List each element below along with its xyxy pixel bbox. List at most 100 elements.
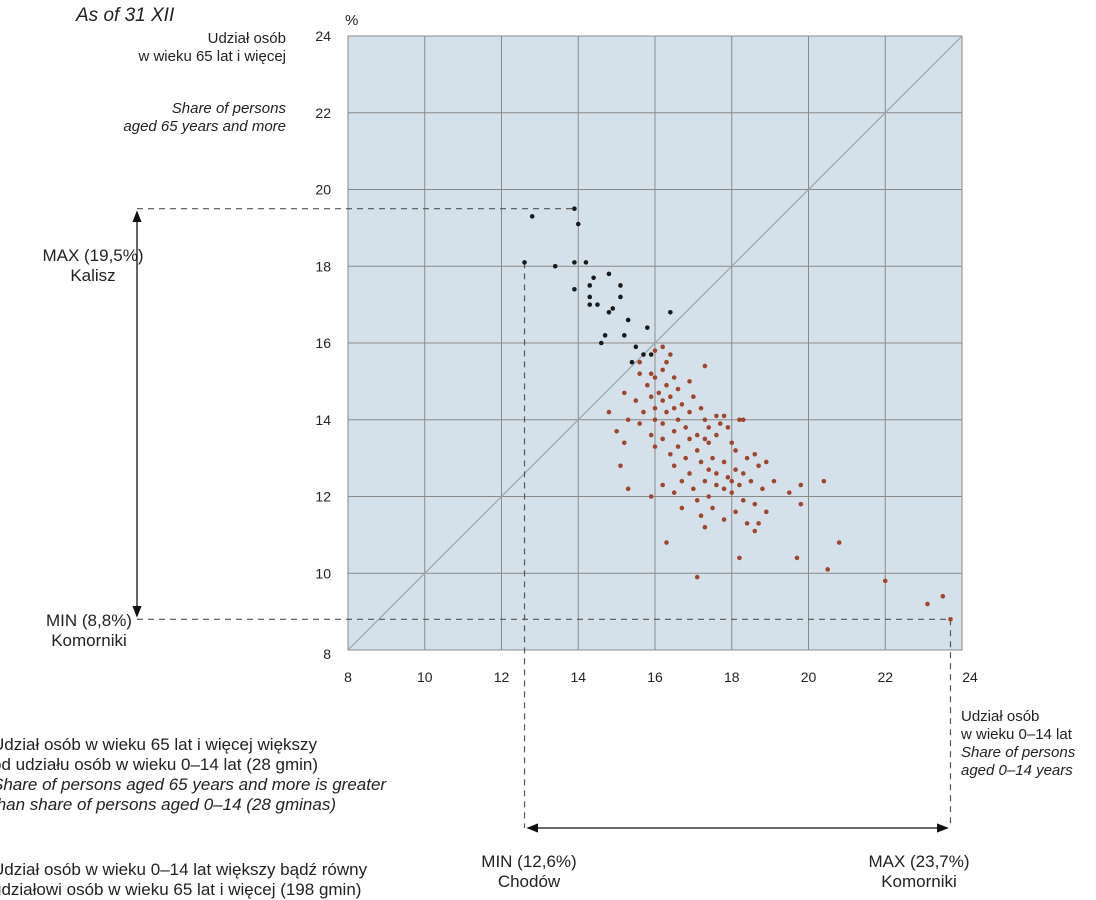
x-tick-label: 10 bbox=[417, 669, 433, 685]
point-black bbox=[606, 310, 612, 315]
point-red bbox=[706, 467, 712, 472]
point-red bbox=[660, 421, 665, 426]
point-black bbox=[572, 206, 577, 211]
point-black bbox=[529, 214, 535, 219]
point-red bbox=[737, 482, 742, 488]
point-red bbox=[648, 432, 654, 438]
y-tick-label: 10 bbox=[315, 565, 331, 581]
point-red bbox=[821, 478, 827, 484]
diagonal-line bbox=[347, 35, 963, 651]
point-red bbox=[660, 398, 665, 403]
point-red bbox=[794, 555, 800, 561]
y-tick-label: 22 bbox=[315, 105, 331, 121]
point-red bbox=[836, 540, 842, 545]
x-tick-label: 22 bbox=[877, 669, 893, 685]
point-red bbox=[698, 405, 704, 411]
x-max-name: Komorniki bbox=[881, 872, 957, 891]
point-black bbox=[591, 275, 596, 281]
point-red bbox=[729, 478, 735, 484]
point-red bbox=[687, 379, 692, 384]
point-red bbox=[656, 390, 662, 396]
point-red bbox=[694, 432, 700, 438]
x-tick-label: 12 bbox=[494, 669, 510, 685]
point-red bbox=[714, 413, 719, 419]
x-tick-label: 20 bbox=[801, 669, 817, 685]
point-red bbox=[614, 428, 619, 434]
point-red bbox=[675, 386, 681, 392]
point-red bbox=[702, 436, 708, 442]
point-red bbox=[652, 375, 658, 380]
data-points bbox=[522, 206, 953, 622]
point-red bbox=[702, 363, 708, 369]
point-red bbox=[625, 417, 631, 423]
point-red bbox=[660, 367, 665, 373]
point-red bbox=[668, 352, 673, 357]
y-axis-label-pl-line2: w wieku 65 lat i więcej bbox=[138, 48, 286, 65]
point-black bbox=[618, 283, 623, 288]
y-axis-label-pl: Udział osób w wieku 65 lat i więcej bbox=[138, 30, 286, 66]
point-black bbox=[575, 221, 581, 227]
point-black bbox=[602, 333, 608, 338]
point-red bbox=[733, 467, 738, 472]
x-axis-label-pl-line1: Udział osób bbox=[961, 708, 1040, 725]
point-red bbox=[671, 463, 677, 469]
point-red bbox=[948, 617, 953, 622]
x-max-marker: MAX (23,7%) Komorniki bbox=[854, 852, 984, 892]
point-red bbox=[637, 371, 642, 377]
point-red bbox=[679, 505, 685, 511]
point-red bbox=[648, 371, 654, 377]
y-tick-label: 24 bbox=[315, 28, 331, 44]
x-tick-label: 24 bbox=[962, 669, 978, 685]
point-red bbox=[694, 448, 700, 453]
point-black bbox=[610, 306, 616, 311]
y-axis-label-en-line1: Share of persons bbox=[171, 100, 286, 117]
point-red bbox=[702, 478, 708, 484]
x-tick-label: 18 bbox=[724, 669, 740, 685]
point-red bbox=[668, 394, 673, 400]
point-red bbox=[710, 455, 715, 461]
point-red bbox=[825, 567, 830, 572]
point-red bbox=[744, 455, 750, 461]
point-red bbox=[763, 509, 769, 515]
point-black bbox=[587, 283, 593, 288]
point-red bbox=[737, 555, 742, 561]
point-black bbox=[583, 260, 589, 265]
y-tick-label: 14 bbox=[315, 412, 331, 428]
point-red bbox=[679, 402, 685, 407]
point-black bbox=[572, 286, 577, 292]
point-red bbox=[687, 471, 692, 476]
point-red bbox=[882, 578, 888, 584]
point-red bbox=[798, 501, 804, 507]
point-red bbox=[683, 425, 688, 430]
y-axis-label-en: Share of persons aged 65 years and more bbox=[123, 100, 286, 136]
y-tick-label: 8 bbox=[323, 646, 331, 662]
point-red bbox=[721, 517, 727, 522]
point-red bbox=[687, 409, 692, 415]
x-min-marker: MIN (12,6%) Chodów bbox=[474, 852, 584, 892]
x-tick-label: 14 bbox=[570, 669, 586, 685]
point-red bbox=[648, 394, 654, 400]
point-red bbox=[733, 509, 738, 515]
x-max-label: MAX (23,7%) bbox=[868, 852, 970, 871]
point-red bbox=[691, 394, 696, 400]
y-max-name: Kalisz bbox=[70, 266, 116, 285]
point-red bbox=[652, 348, 658, 353]
point-red bbox=[694, 498, 700, 503]
point-black bbox=[606, 271, 612, 277]
y-min-name: Komorniki bbox=[51, 631, 127, 650]
legend-black-en-line1: Share of persons aged 65 years and more … bbox=[0, 775, 387, 794]
x-axis-label-en-line1: Share of persons bbox=[961, 744, 1076, 761]
point-red bbox=[740, 498, 746, 503]
point-red bbox=[729, 490, 735, 495]
point-red bbox=[702, 417, 708, 423]
point-red bbox=[748, 478, 754, 484]
point-red bbox=[687, 436, 692, 442]
point-red bbox=[652, 444, 658, 449]
point-red bbox=[721, 486, 727, 492]
y-tick-label: 12 bbox=[315, 489, 331, 505]
extreme-guides bbox=[132, 208, 952, 833]
point-red bbox=[671, 428, 677, 434]
x-min-name: Chodów bbox=[497, 872, 561, 891]
point-red bbox=[606, 409, 612, 415]
